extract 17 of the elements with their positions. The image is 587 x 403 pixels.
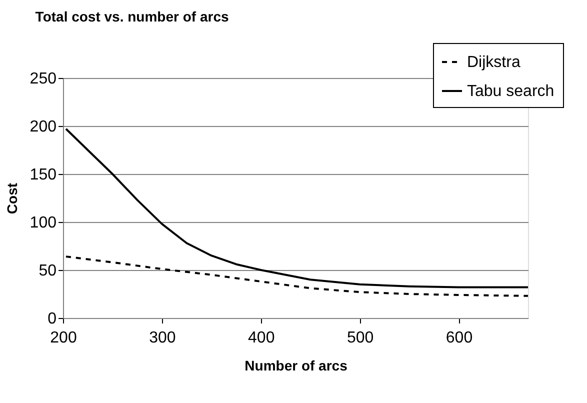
y-tick-label: 50 [38, 262, 57, 280]
y-tick-label: 200 [30, 118, 57, 136]
legend-label: Dijkstra [467, 54, 520, 71]
x-tick-label: 400 [248, 330, 275, 346]
x-tick-label: 300 [149, 330, 176, 346]
y-tick-label: 0 [48, 310, 57, 328]
x-tick-label: 500 [346, 330, 374, 346]
y-tick-label: 150 [30, 166, 57, 184]
y-axis-title: Cost [4, 182, 20, 214]
x-tick-label: 600 [446, 330, 473, 346]
x-axis-title: Number of arcs [244, 358, 348, 374]
chart-title: Total cost vs. number of arcs [35, 8, 229, 24]
line-series [64, 256, 529, 297]
y-tick-label: 250 [30, 70, 57, 88]
x-tick-label: 200 [50, 330, 77, 346]
legend-label: Tabu search [467, 83, 554, 100]
y-tick-label: 100 [30, 214, 57, 232]
